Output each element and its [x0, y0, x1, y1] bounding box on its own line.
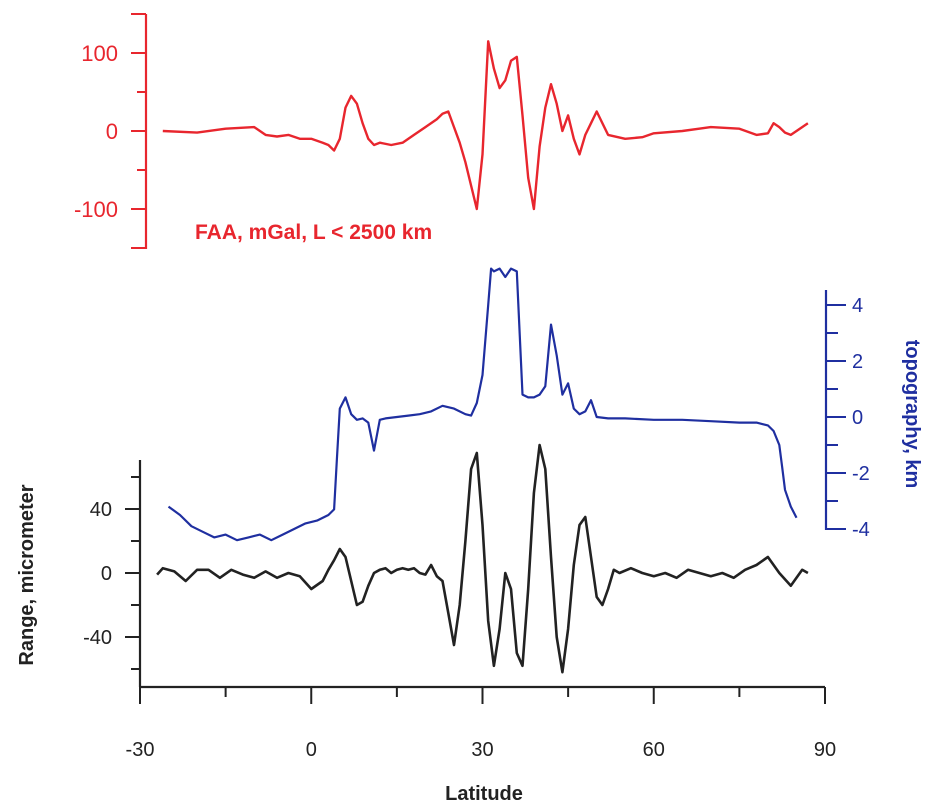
range-y-tick-label: 40	[90, 499, 112, 521]
latitude-tick-label: 30	[471, 739, 493, 761]
topography-axis-title: topography, km	[901, 340, 923, 489]
topography-y-tick-label: -4	[852, 519, 870, 541]
range-y-tick-label: -40	[83, 627, 112, 649]
topography-axis: 4 2 0 -2 -4	[824, 290, 870, 541]
latitude-axis: -30 0 30 60 90	[126, 685, 836, 761]
range-y-tick-label: 0	[101, 563, 112, 585]
faa-line	[162, 40, 809, 211]
faa-y-tick-label: 0	[106, 119, 118, 144]
range-axis-title: Range, micrometer	[16, 484, 38, 665]
latitude-axis-title: Latitude	[445, 783, 523, 805]
latitude-tick-label: 0	[306, 739, 317, 761]
faa-axis: 100 0 -100	[74, 13, 148, 249]
topography-line	[167, 267, 798, 542]
faa-annotation: FAA, mGal, L < 2500 km	[195, 221, 432, 244]
range-line	[156, 443, 809, 674]
faa-y-tick-label: 100	[81, 41, 118, 66]
range-axis: 40 0 -40	[83, 460, 142, 687]
topography-y-tick-label: 2	[852, 351, 863, 373]
faa-y-tick-label: -100	[74, 197, 118, 222]
latitude-tick-label: 60	[643, 739, 665, 761]
topography-y-tick-label: 0	[852, 407, 863, 429]
latitude-tick-label: -30	[126, 739, 155, 761]
topography-y-tick-label: -2	[852, 463, 870, 485]
latitude-tick-label: 90	[814, 739, 836, 761]
topography-y-tick-label: 4	[852, 295, 863, 317]
